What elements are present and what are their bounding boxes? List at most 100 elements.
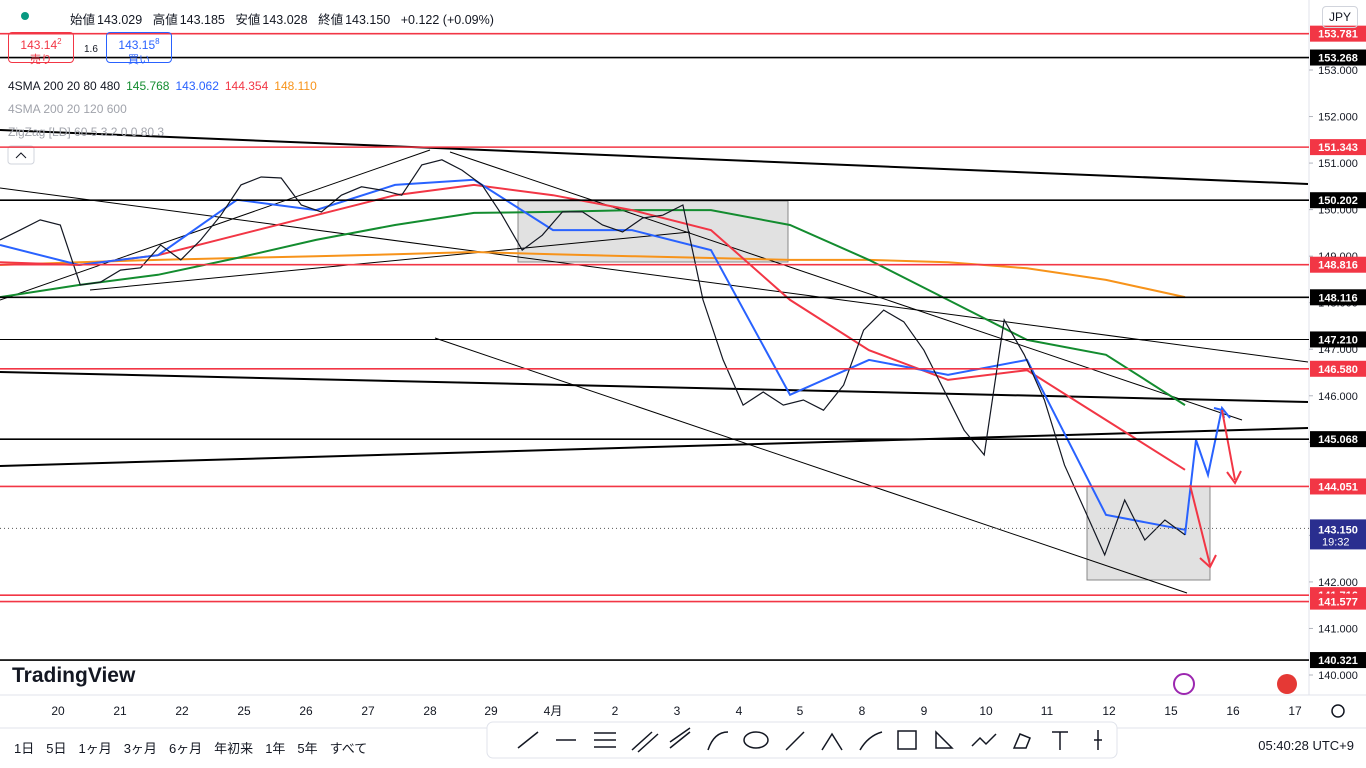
x-tick-label: 29 bbox=[484, 704, 498, 718]
timeframe-button[interactable]: 年初来 bbox=[214, 741, 254, 756]
series-line bbox=[0, 178, 1186, 531]
series-line bbox=[0, 183, 1186, 471]
level-label: 153.268 bbox=[1318, 53, 1358, 65]
drawings bbox=[0, 129, 1309, 594]
x-tick-label: 9 bbox=[921, 704, 928, 718]
timeframe-button[interactable]: すべて bbox=[329, 741, 368, 756]
range-box bbox=[1086, 485, 1211, 581]
tool-icon[interactable] bbox=[1012, 733, 1031, 749]
value: 143.150 bbox=[345, 13, 391, 27]
timeframe-button[interactable]: 5年 bbox=[297, 741, 318, 756]
indicator-row: 4SMA 200 20 120 600 bbox=[8, 98, 317, 121]
level-label-bg bbox=[1310, 289, 1366, 306]
tool-icon[interactable] bbox=[743, 731, 769, 749]
x-tick-label: 4 bbox=[736, 704, 743, 718]
y-tick-label: 142.000 bbox=[1318, 577, 1358, 589]
forecast-arrow bbox=[1221, 409, 1236, 481]
level-label-bg bbox=[1310, 431, 1366, 448]
timeframe-button[interactable]: 6ヶ月 bbox=[168, 741, 203, 756]
level-label: 145.068 bbox=[1318, 434, 1358, 446]
event-icon[interactable] bbox=[1173, 673, 1195, 695]
y-tick-label: 146.000 bbox=[1318, 391, 1358, 403]
price: 143.15 bbox=[118, 38, 156, 52]
timeframe-button[interactable]: 1年 bbox=[265, 741, 286, 756]
x-tick-label: 25 bbox=[237, 704, 251, 718]
x-tick-label: 21 bbox=[113, 704, 127, 718]
level-label: 153.781 bbox=[1318, 29, 1358, 41]
level-label: 144.051 bbox=[1318, 481, 1358, 493]
timeframe-button[interactable]: 3ヶ月 bbox=[123, 741, 157, 756]
tool-icon[interactable] bbox=[594, 732, 616, 748]
trend-line bbox=[0, 187, 1309, 363]
arrow-head bbox=[1226, 470, 1242, 485]
label: 高値 bbox=[152, 13, 178, 27]
level-label-bg bbox=[1310, 49, 1366, 66]
tool-icon[interactable] bbox=[669, 727, 691, 749]
tool-icon[interactable] bbox=[1052, 731, 1068, 750]
indicator-value: 145.768 bbox=[126, 79, 170, 93]
tool-icon[interactable] bbox=[897, 730, 917, 750]
label: 買い bbox=[128, 54, 150, 66]
value: 143.185 bbox=[179, 13, 225, 27]
x-tick-label: 20 bbox=[51, 704, 65, 718]
level-label-bg bbox=[1310, 25, 1366, 42]
countdown: 19:32 bbox=[1322, 536, 1350, 548]
arrow-head bbox=[1199, 554, 1217, 569]
spread: 1.6 bbox=[84, 44, 98, 55]
level-label-bg bbox=[1310, 192, 1366, 209]
forecast-arrow bbox=[1189, 484, 1211, 566]
level-label-bg bbox=[1310, 256, 1366, 273]
tool-icon[interactable] bbox=[631, 731, 659, 753]
timeframe-button[interactable]: 1ヶ月 bbox=[78, 741, 112, 756]
timeframe-button[interactable]: 1日 bbox=[14, 741, 35, 756]
sell-button[interactable]: 143.142 売り bbox=[8, 32, 74, 66]
label: 終値 bbox=[318, 13, 344, 27]
level-label: 147.210 bbox=[1318, 334, 1358, 346]
level-label: 140.321 bbox=[1318, 655, 1358, 667]
indicator-name: 4SMA 200 20 80 480 bbox=[8, 79, 121, 93]
settings-icon[interactable] bbox=[1331, 704, 1345, 718]
indicator-row: 4SMA 200 20 80 480 145.768 143.062 144.354 1… bbox=[8, 75, 317, 98]
x-tick-label: 26 bbox=[299, 704, 313, 718]
timeframes: 1日 5日 1ヶ月 3ヶ月 6ヶ月 年初来 1年 5年 すべて bbox=[14, 738, 379, 757]
tool-icon[interactable] bbox=[517, 731, 539, 749]
collapse-button[interactable] bbox=[7, 145, 35, 165]
value: 143.028 bbox=[262, 13, 308, 27]
indicator-value: 143.062 bbox=[175, 79, 219, 93]
symbol-header: 始値 143.029 高値 143.185 安値 143.028 終値 143.150 … bbox=[70, 9, 496, 28]
x-tick-label: 16 bbox=[1226, 704, 1240, 718]
x-tick-label: 17 bbox=[1288, 704, 1302, 718]
last-price-label: 143.150 bbox=[1318, 524, 1358, 536]
x-tick-label: 8 bbox=[859, 704, 866, 718]
indicator-value: 148.110 bbox=[274, 79, 317, 93]
tool-icon[interactable] bbox=[785, 731, 805, 751]
level-label: 150.202 bbox=[1318, 195, 1358, 207]
level-label: 151.343 bbox=[1318, 142, 1358, 154]
trend-line bbox=[89, 231, 691, 291]
x-tick-label: 27 bbox=[361, 704, 375, 718]
level-label: 141.577 bbox=[1318, 597, 1358, 609]
flag-icon[interactable] bbox=[1277, 674, 1297, 694]
y-tick-label: 151.000 bbox=[1318, 158, 1358, 170]
trend-line bbox=[0, 149, 431, 301]
x-tick-label: 22 bbox=[175, 704, 189, 718]
label: 売り bbox=[30, 54, 52, 66]
indicator-name: ZigZag [LD] 60 5 3 2 0 0 80 3 bbox=[8, 125, 165, 139]
level-label-bg bbox=[1310, 593, 1366, 610]
trend-line bbox=[0, 371, 1309, 403]
timeframe-button[interactable]: 5日 bbox=[46, 741, 67, 756]
indicator-name: 4SMA 200 20 120 600 bbox=[8, 102, 127, 116]
tool-icon[interactable] bbox=[859, 731, 883, 751]
price: 143.14 bbox=[20, 38, 58, 52]
collapse-icon[interactable] bbox=[15, 152, 27, 159]
y-tick-label: 140.000 bbox=[1318, 670, 1358, 682]
tool-icon[interactable] bbox=[971, 733, 997, 747]
tool-icon[interactable] bbox=[1094, 730, 1102, 750]
clock: 05:40:28 UTC+9 bbox=[1258, 738, 1354, 753]
tool-icon[interactable] bbox=[935, 730, 954, 749]
currency-button[interactable]: JPY bbox=[1321, 6, 1358, 28]
tool-icon[interactable] bbox=[821, 732, 843, 751]
tool-icon[interactable] bbox=[707, 731, 729, 751]
buy-button[interactable]: 143.158 買い bbox=[106, 32, 172, 66]
pip: 8 bbox=[155, 37, 160, 46]
